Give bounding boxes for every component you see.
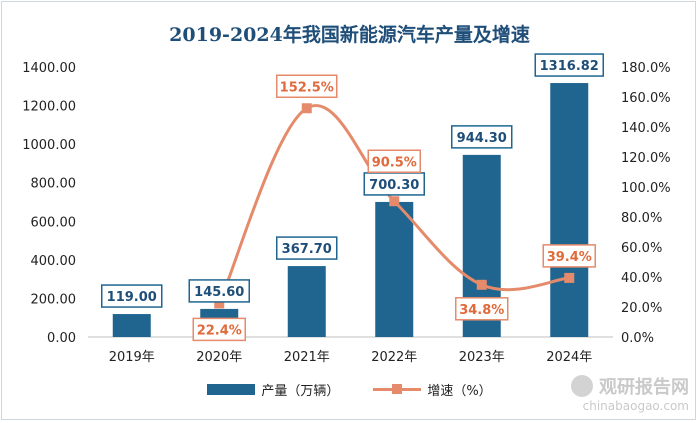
x-tick-label: 2023年 bbox=[459, 350, 505, 365]
y-left-tick-label: 400.00 bbox=[31, 254, 77, 269]
x-tick-label: 2022年 bbox=[371, 350, 417, 365]
y-left-tick-label: 1200.00 bbox=[22, 100, 76, 115]
growth-data-label-box bbox=[367, 149, 421, 173]
bar-data-label-box bbox=[101, 284, 163, 308]
bar-data-label: 119.00 bbox=[107, 290, 157, 305]
y-right-tick-label: 100.0% bbox=[621, 181, 671, 196]
bar-data-label-box bbox=[188, 279, 250, 303]
legend-label-growth: 增速（%） bbox=[427, 384, 492, 399]
bar-data-label-box bbox=[451, 125, 513, 149]
legend-item-production: 产量（万辆） bbox=[207, 380, 339, 399]
legend-item-growth: 增速（%） bbox=[373, 380, 492, 399]
growth-marker bbox=[476, 279, 487, 290]
watermark-brand-text: 观研报告网 bbox=[599, 377, 689, 398]
bar-data-label: 1316.82 bbox=[540, 59, 599, 74]
y-right-tick-label: 20.0% bbox=[621, 301, 662, 316]
bar bbox=[375, 201, 414, 337]
growth-data-label-box bbox=[276, 74, 338, 98]
x-tick-label: 2021年 bbox=[284, 350, 330, 365]
watermark-brand: 观研报告网 bbox=[571, 373, 689, 399]
bar-data-label: 700.30 bbox=[369, 178, 419, 193]
y-left-tick-label: 200.00 bbox=[31, 292, 77, 307]
x-tick-label: 2019年 bbox=[109, 350, 155, 365]
bar-data-label: 145.60 bbox=[194, 285, 244, 300]
y-right-tick-label: 40.0% bbox=[621, 271, 662, 286]
growth-marker bbox=[564, 272, 575, 283]
legend-label-production: 产量（万辆） bbox=[261, 384, 340, 399]
growth-data-label: 152.5% bbox=[280, 80, 334, 95]
x-tick-label: 2024年 bbox=[546, 350, 592, 365]
y-right-tick-label: 140.0% bbox=[621, 121, 671, 136]
growth-marker bbox=[301, 103, 312, 114]
bar-data-label-box bbox=[276, 236, 338, 260]
bar bbox=[550, 83, 589, 337]
watermark: 观研报告网 chinabaogao.com bbox=[571, 373, 689, 413]
y-right-tick-label: 180.0% bbox=[621, 61, 671, 76]
y-right-tick-label: 120.0% bbox=[621, 151, 671, 166]
y-right-tick-label: 160.0% bbox=[621, 91, 671, 106]
growth-data-label-box bbox=[192, 317, 246, 342]
growth-marker bbox=[389, 196, 400, 207]
growth-data-label: 34.8% bbox=[459, 303, 504, 318]
legend-swatch-bar bbox=[207, 384, 256, 395]
y-left-tick-label: 0.00 bbox=[47, 331, 76, 346]
y-right-tick-label: 60.0% bbox=[621, 241, 662, 256]
y-left-tick-label: 800.00 bbox=[31, 177, 77, 192]
y-left-tick-label: 1000.00 bbox=[22, 138, 76, 153]
chart-title: 2019-2024年我国新能源汽车产量及增速 bbox=[169, 24, 530, 46]
growth-data-label: 90.5% bbox=[372, 155, 417, 170]
growth-data-label: 22.4% bbox=[197, 323, 242, 338]
y-right-tick-label: 80.0% bbox=[621, 211, 662, 226]
legend-swatch-line bbox=[373, 384, 422, 395]
y-left-tick-label: 1400.00 bbox=[22, 61, 76, 76]
x-tick-label: 2020年 bbox=[196, 350, 242, 365]
bar-data-label: 944.30 bbox=[457, 131, 507, 146]
bar bbox=[112, 314, 151, 337]
bar-data-label-box bbox=[534, 53, 604, 77]
watermark-logo-icon bbox=[571, 375, 593, 397]
growth-data-label-box bbox=[455, 297, 509, 321]
bar-data-label: 367.70 bbox=[282, 242, 332, 257]
y-right-tick-label: 0.0% bbox=[621, 331, 654, 346]
growth-data-label-box bbox=[542, 244, 596, 268]
y-left-tick-label: 600.00 bbox=[31, 215, 77, 230]
watermark-url: chinabaogao.com bbox=[582, 399, 689, 413]
bar bbox=[287, 266, 326, 337]
chart-legend: 产量（万辆） 增速（%） bbox=[0, 380, 699, 399]
growth-data-label: 39.4% bbox=[547, 250, 592, 265]
growth-marker bbox=[214, 298, 225, 309]
